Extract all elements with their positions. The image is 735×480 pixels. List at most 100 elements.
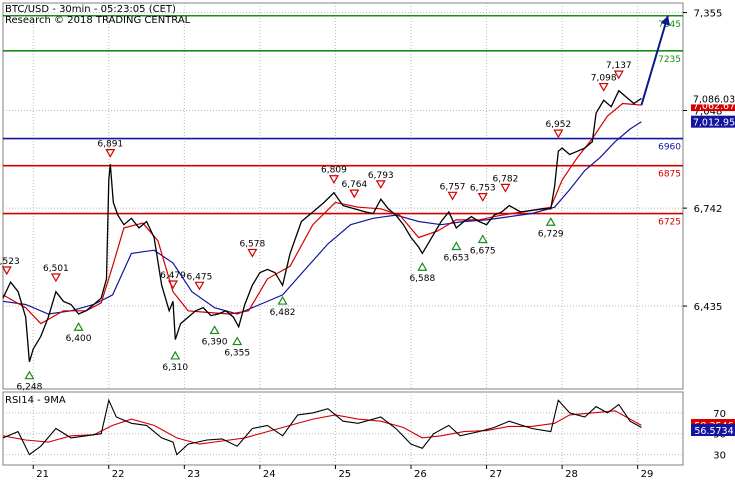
rsi-tick-label: 30 xyxy=(713,451,726,462)
y-axis: 6,4356,7427,0487,3553050707,062.677,012.… xyxy=(683,9,735,462)
price-layer xyxy=(2,89,642,363)
swing-high-marker xyxy=(247,248,258,258)
swing-high-label: 7,098 xyxy=(591,74,617,84)
x-tick-label: 23 xyxy=(187,469,200,480)
current-price-tag-box xyxy=(691,92,735,105)
swing-high-label: 6,475 xyxy=(187,272,213,282)
ma-slow-line xyxy=(2,121,642,315)
swing-high-marker xyxy=(500,183,511,193)
rsi-panel: RSI14 - 9MA xyxy=(2,391,684,466)
swing-low-label: 6,248 xyxy=(17,383,43,393)
main-frame xyxy=(2,2,684,390)
y-tick-label: 7,355 xyxy=(694,9,723,20)
swing-low-label: 6,588 xyxy=(409,274,435,284)
y-tick-label: 6,742 xyxy=(694,204,723,215)
swing-low-marker xyxy=(477,234,488,244)
ma-value-tag-label: 7,062.67 xyxy=(693,101,735,112)
swing-high-label: 6,793 xyxy=(368,171,394,181)
rsi-tick-label: 70 xyxy=(713,409,726,420)
ma-fast-line xyxy=(2,102,642,325)
rsi-value-tag-label: 56.5734 xyxy=(694,426,733,437)
swing-low-marker xyxy=(73,322,84,331)
x-tick-label: 29 xyxy=(641,469,654,480)
swing-low-label: 6,675 xyxy=(470,246,496,256)
projection-arrow-line xyxy=(640,15,669,106)
rsi-ma-line xyxy=(2,410,642,445)
level-label: 6725 xyxy=(658,218,681,228)
swing-low-label: 6,482 xyxy=(270,308,296,318)
level-label: 6960 xyxy=(658,143,681,153)
swing-high-marker xyxy=(598,82,609,92)
ma-slow-layer xyxy=(2,121,642,315)
x-axis: 21 22 23 24 25 26 27 28 29 xyxy=(32,465,654,480)
projection-layer xyxy=(640,15,671,106)
swing-low-label: 6,310 xyxy=(162,363,188,373)
main-grid xyxy=(3,3,683,389)
swing-high-label: 6,757 xyxy=(440,182,466,192)
swing-high-marker xyxy=(167,280,179,290)
level-label: 6875 xyxy=(658,170,681,180)
swing-high-label: 7,137 xyxy=(606,61,632,71)
swing-high-marker xyxy=(1,266,12,276)
swing-low-marker xyxy=(209,325,220,335)
swing-high-label: 6,809 xyxy=(321,166,347,176)
swing-high-marker xyxy=(375,180,386,190)
swing-low-label: 6,400 xyxy=(66,334,92,344)
level-label: 7235 xyxy=(658,55,681,65)
swing-high-label: 6,952 xyxy=(545,120,571,130)
x-tick-label: 26 xyxy=(414,469,427,480)
x-tick-label: 28 xyxy=(565,469,578,480)
swing-low-marker xyxy=(170,350,181,360)
y-tick-label: 6,435 xyxy=(694,302,723,313)
swing-high-marker xyxy=(447,191,458,201)
x-tick-label: 25 xyxy=(338,469,351,480)
ma-value-tag-label: 7,012.95 xyxy=(693,118,735,129)
swing-low-marker xyxy=(545,217,556,226)
swing-high-label: 6,523 xyxy=(0,257,20,267)
x-tick-label: 22 xyxy=(112,469,125,480)
ma-fast-layer xyxy=(2,102,642,325)
swing-high-label: 6,578 xyxy=(239,239,265,249)
swing-high-marker xyxy=(477,193,488,202)
swing-high-marker xyxy=(349,189,360,199)
swing-high-label: 6,891 xyxy=(97,140,123,150)
x-tick-label: 21 xyxy=(36,469,49,480)
swing-high-label: 6,782 xyxy=(493,174,519,184)
price-line xyxy=(2,89,642,363)
y-tick-label: 7,048 xyxy=(694,107,723,118)
rsi-frame xyxy=(2,391,684,466)
rsi-title: RSI14 - 9MA xyxy=(5,395,66,406)
swing-high-label: 6,764 xyxy=(341,180,367,190)
swing-low-label: 6,729 xyxy=(538,229,564,239)
swing-high-marker xyxy=(328,175,339,184)
swing-low-label: 6,653 xyxy=(443,254,469,264)
projection-arrow-head xyxy=(660,15,671,26)
swing-high-label: 6,479 xyxy=(160,271,186,281)
rsi-lines-layer xyxy=(2,398,642,456)
swing-high-marker xyxy=(50,273,61,283)
swing-low-marker xyxy=(277,295,288,305)
swing-high-marker xyxy=(194,281,205,291)
ma-value-tag-box xyxy=(691,115,735,128)
header-line1: BTC/USD - 30min - 05:23:05 (CET) xyxy=(5,4,176,15)
main-panel: 73457235696068756725 6,5236,5016,8916,47… xyxy=(0,2,684,393)
swing-high-marker xyxy=(553,129,564,139)
swing-high-marker xyxy=(613,70,624,80)
swing-high-label: 6,753 xyxy=(470,184,496,194)
swing-high-label: 6,501 xyxy=(43,264,69,274)
swing-low-marker xyxy=(24,370,35,380)
current-price-tag-label: 7,086.03 xyxy=(693,94,735,105)
header-line2: Research © 2018 TRADING CENTRAL xyxy=(5,15,191,26)
x-tick-label: 24 xyxy=(263,469,276,480)
swing-low-label: 6,355 xyxy=(224,349,250,359)
swing-high-marker xyxy=(105,148,116,158)
rsi-value-tag-box xyxy=(691,423,735,436)
swing-low-marker xyxy=(417,262,428,271)
x-tick-label: 27 xyxy=(490,469,503,480)
rsi-line xyxy=(2,398,642,456)
swing-low-marker xyxy=(232,336,243,346)
swing-low-marker xyxy=(451,241,462,251)
levels-layer: 73457235696068756725 xyxy=(3,14,683,228)
